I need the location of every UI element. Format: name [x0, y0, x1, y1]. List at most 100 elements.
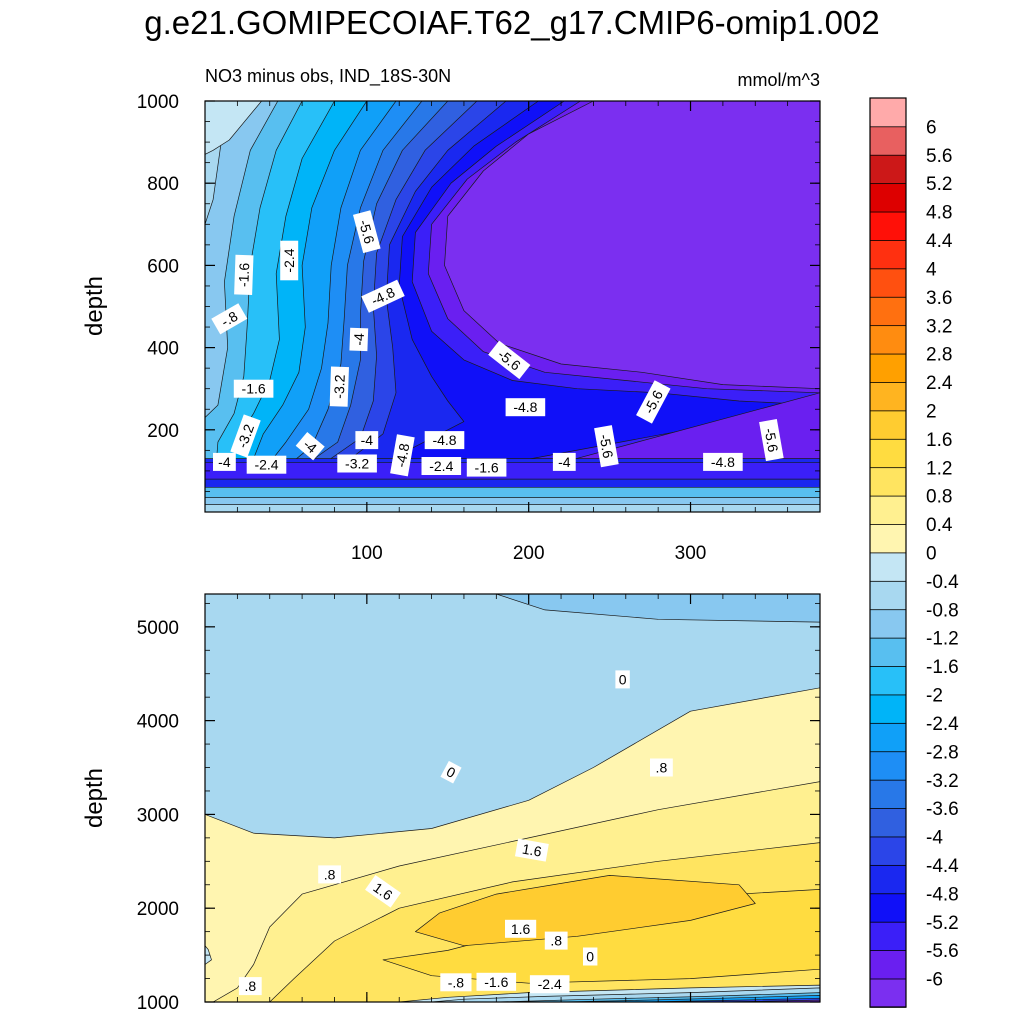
contour-label-1-11: -3.2 — [230, 414, 261, 458]
colorbar-label: 6 — [926, 117, 937, 138]
colorbar-label: 4 — [926, 259, 937, 280]
colorbar-swatch-5 — [869, 864, 907, 895]
svg-text:-5.6: -5.6 — [596, 433, 616, 460]
svg-text:-2.4: -2.4 — [281, 248, 297, 272]
contour-region-2-5 — [415, 875, 756, 947]
y-axis-label: depth — [81, 768, 108, 828]
x-tick-label: 100 — [351, 543, 383, 564]
colorbar-label: 3.6 — [926, 288, 952, 309]
x-tick-label: 200 — [513, 543, 545, 564]
contour-label-1-24: -2.4 — [280, 240, 299, 281]
colorbar-swatch-15 — [869, 580, 907, 611]
svg-text:-1.6: -1.6 — [242, 381, 266, 397]
colorbar-swatch-23 — [869, 353, 907, 383]
svg-text:-2.4: -2.4 — [538, 976, 562, 992]
colorbar-swatch-10 — [869, 722, 907, 753]
panel-title: NO3 minus obs, IND_18S-30N — [205, 66, 451, 87]
contour-region-1-15 — [444, 101, 820, 390]
contour-label-2-1: .8 — [238, 977, 262, 996]
svg-text:-4: -4 — [361, 432, 374, 448]
colorbar-swatch-6 — [869, 836, 907, 866]
colorbar-swatch-3 — [869, 921, 907, 951]
x-tick-label: 300 — [675, 543, 707, 564]
colorbar-swatch-27 — [869, 239, 907, 270]
y-axis-label: depth — [81, 276, 108, 336]
colorbar-label: -1.2 — [926, 629, 959, 650]
colorbar-label: -2.4 — [926, 714, 959, 735]
contour-label-1-3: -3.2 — [337, 454, 377, 473]
svg-text:-4: -4 — [558, 454, 571, 470]
colorbar-swatch-26 — [869, 268, 907, 298]
colorbar-label: 2 — [926, 401, 937, 422]
svg-text:-4: -4 — [351, 333, 367, 346]
colorbar-label: 0.8 — [926, 487, 952, 508]
contour-label-2-6: .8 — [544, 931, 568, 950]
colorbar-swatch-13 — [869, 637, 907, 667]
svg-text:0: 0 — [586, 949, 594, 965]
colorbar-label: 3.2 — [926, 316, 952, 337]
colorbar-swatch-2 — [869, 949, 907, 980]
colorbar-swatch-21 — [869, 410, 907, 440]
units-label: mmol/m^3 — [738, 70, 820, 90]
colorbar-swatch-17 — [869, 523, 907, 554]
contour-panel-2: .8 -.8 -1.6 -2.40.81.61.6.81.60.80100020003… — [81, 593, 821, 1014]
colorbar-label: 1.6 — [926, 430, 952, 451]
colorbar-swatch-7 — [869, 807, 907, 838]
colorbar-label: 0.4 — [926, 515, 953, 536]
svg-text:-3.2: -3.2 — [234, 422, 257, 450]
colorbar-label: -3.6 — [926, 799, 959, 820]
svg-text:.8: .8 — [656, 760, 668, 776]
colorbar-label: -5.6 — [926, 941, 959, 962]
colorbar-swatch-18 — [869, 495, 907, 525]
contour-label-1-13: -4 — [355, 431, 379, 450]
colorbar-label: -0.4 — [926, 572, 959, 593]
svg-text:1.6: 1.6 — [511, 921, 531, 937]
colorbar-label: -4 — [926, 828, 943, 849]
colorbar-swatch-28 — [869, 211, 907, 241]
colorbar-label: -2 — [926, 686, 943, 707]
colorbar-label: 2.8 — [926, 345, 952, 366]
contour-label-2-2: -.8 — [440, 973, 472, 992]
colorbar-swatch-20 — [869, 438, 907, 469]
y-tick-label: 2000 — [137, 899, 179, 920]
svg-text:-2.4: -2.4 — [254, 457, 278, 473]
colorbar-label: 4.4 — [926, 231, 953, 252]
svg-text:.8: .8 — [324, 866, 336, 882]
colorbar-label: 2.4 — [926, 373, 953, 394]
contour-label-1-25: -5.6 — [352, 210, 381, 254]
svg-text:-2.4: -2.4 — [429, 458, 453, 474]
colorbar-label: 1.2 — [926, 458, 952, 479]
colorbar-swatch-1 — [869, 978, 907, 1008]
contour-label-1-17: -1.6 — [233, 379, 274, 398]
colorbar-label: -3.2 — [926, 771, 959, 792]
contour-label-1-6: -1.6 — [466, 458, 507, 477]
svg-text:.8: .8 — [550, 933, 562, 949]
colorbar-swatch-29 — [869, 182, 907, 213]
colorbar-swatch-32 — [869, 97, 907, 128]
contour-label-2-5: 0 — [583, 947, 598, 966]
contour-label-1-14: -4.8 — [424, 431, 465, 450]
y-tick-label: 4000 — [137, 712, 179, 733]
colorbar-label: 4.8 — [926, 203, 952, 224]
colorbar-label: 5.2 — [926, 174, 952, 195]
colorbar-swatch-19 — [869, 466, 907, 497]
contour-label-1-5: -2.4 — [421, 457, 462, 475]
y-tick-label: 400 — [147, 339, 179, 360]
colorbar-label: -6 — [926, 970, 943, 991]
colorbar-swatch-31 — [869, 126, 907, 156]
contour-label-1-21: -.8 — [211, 303, 248, 335]
colorbar-swatch-12 — [869, 665, 907, 696]
svg-text:-4.8: -4.8 — [513, 399, 537, 415]
figure-title: g.e21.GOMIPECOIAF.T62_g17.CMIP6-omip1.00… — [144, 4, 880, 41]
y-tick-label: 800 — [147, 174, 179, 195]
svg-text:-1.6: -1.6 — [235, 262, 252, 287]
svg-text:-4.8: -4.8 — [711, 454, 735, 470]
svg-text:-4.8: -4.8 — [392, 442, 412, 469]
y-tick-label: 200 — [147, 421, 179, 442]
contour-label-1-18: -3.2 — [329, 366, 349, 407]
colorbar-label: -1.6 — [926, 657, 959, 678]
colorbar-swatch-22 — [869, 381, 907, 412]
colorbar-swatch-14 — [869, 608, 907, 639]
contour-region-2-13 — [495, 594, 820, 623]
